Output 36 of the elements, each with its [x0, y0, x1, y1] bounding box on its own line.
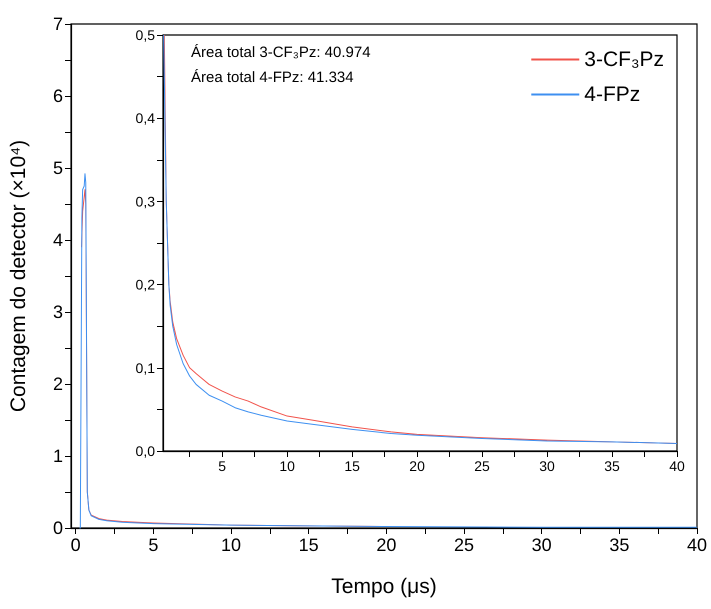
annotation: Área total 4-FPz: 41.334 — [191, 68, 354, 86]
y-tick-label: 4 — [52, 230, 63, 250]
y-tick-label: 0,3 — [136, 193, 156, 210]
x-tick-label: 25 — [454, 535, 474, 555]
x-tick-label: 35 — [604, 458, 620, 474]
y-tick-label: 0,2 — [136, 276, 156, 293]
x-tick-label: 10 — [279, 458, 296, 474]
x-tick-label: 35 — [609, 535, 630, 555]
y-axis-title: Contagem do detector (×10⁴) — [7, 140, 30, 412]
y-tick-label: 6 — [52, 86, 63, 106]
y-tick-label: 2 — [52, 374, 63, 394]
y-tick-label: 0,1 — [136, 360, 156, 376]
x-tick-label: 40 — [686, 535, 708, 555]
x-tick-label: 30 — [539, 458, 556, 474]
y-tick-label: 7 — [52, 14, 63, 34]
x-tick-label: 5 — [218, 458, 226, 474]
x-tick-label: 30 — [532, 535, 552, 555]
x-tick-label: 10 — [220, 535, 242, 555]
legend-label: 4-FPz — [584, 83, 640, 106]
x-tick-label: 40 — [669, 458, 685, 474]
legend-label: 3-CF₃Pz — [584, 48, 664, 71]
y-tick-label: 0,0 — [136, 443, 156, 459]
annotation: Área total 3-CF₃Pz: 40.974 — [191, 43, 371, 61]
y-tick-label: 1 — [52, 446, 63, 466]
x-axis-title: Tempo (μs) — [331, 575, 437, 598]
y-tick-label: 0,4 — [136, 110, 156, 126]
x-tick-label: 25 — [474, 458, 490, 474]
y-tick-label: 0 — [52, 518, 63, 538]
x-tick-label: 20 — [376, 535, 396, 555]
y-tick-label: 3 — [52, 302, 63, 322]
x-tick-label: 15 — [298, 535, 319, 555]
y-tick-label: 5 — [52, 158, 63, 178]
x-tick-label: 15 — [344, 458, 360, 474]
x-tick-label: 20 — [409, 458, 426, 474]
x-tick-label: 0 — [70, 535, 81, 555]
y-tick-label: 0,5 — [136, 27, 156, 43]
